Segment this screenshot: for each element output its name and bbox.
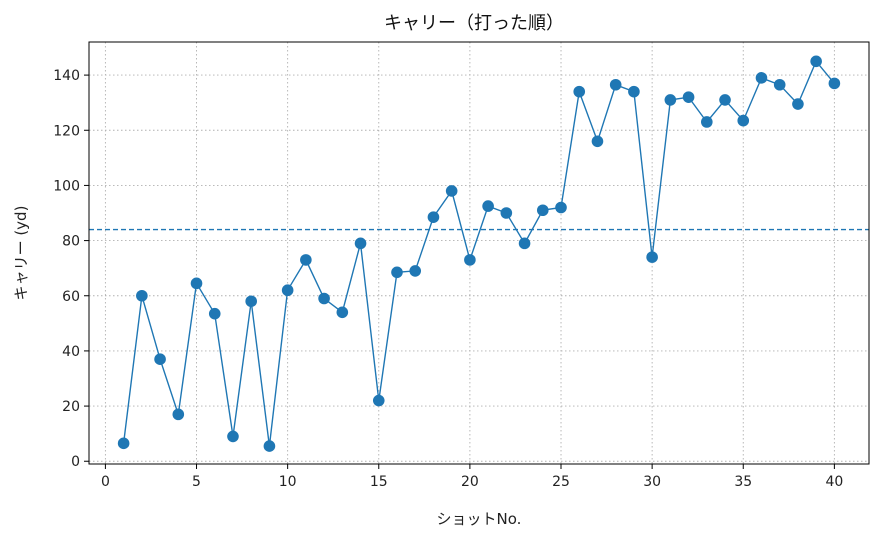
data-point (646, 251, 658, 263)
data-point (518, 237, 531, 250)
x-tick-label: 20 (461, 474, 479, 490)
x-tick-label: 10 (279, 474, 297, 490)
data-point (664, 94, 677, 106)
data-point (281, 284, 294, 297)
grid (89, 42, 869, 464)
x-axis: 0 5 10 15 20 25 30 35 40 (101, 464, 843, 490)
x-tick-label: 15 (370, 474, 388, 490)
data-point (464, 254, 476, 266)
x-axis-title: ショットNo. (437, 510, 522, 528)
data-point (482, 200, 494, 212)
data-point (208, 307, 221, 320)
data-point (336, 306, 349, 319)
data-point (227, 430, 239, 443)
data-point (409, 265, 422, 277)
y-tick-label: 60 (62, 289, 80, 305)
x-tick-label: 0 (101, 474, 110, 490)
data-point (300, 254, 312, 266)
y-axis-title: キャリー (yd) (12, 206, 30, 301)
series-carry (117, 55, 841, 452)
data-point (682, 91, 695, 103)
y-tick-label: 140 (53, 68, 80, 84)
data-point (609, 78, 622, 91)
data-point (427, 211, 440, 223)
x-tick-label: 5 (192, 474, 201, 490)
data-point (391, 266, 403, 279)
y-axis: 0 20 40 60 80 100 120 140 (53, 68, 89, 470)
x-tick-label: 25 (552, 474, 570, 490)
series-line (122, 59, 835, 447)
data-point (591, 135, 604, 148)
plot-frame (88, 41, 870, 465)
y-tick-label: 0 (71, 454, 80, 470)
data-point (536, 204, 549, 217)
x-tick-label: 40 (825, 474, 843, 490)
data-point (318, 292, 330, 305)
data-point (755, 72, 768, 84)
x-tick-label: 35 (734, 474, 752, 490)
data-point (555, 201, 567, 214)
data-point (773, 78, 786, 91)
data-point (828, 77, 841, 90)
y-tick-label: 120 (53, 123, 80, 139)
data-point (573, 85, 586, 98)
data-point (154, 353, 166, 365)
y-tick-label: 20 (62, 399, 80, 415)
data-point (354, 237, 367, 250)
data-point (372, 394, 385, 407)
data-point (792, 98, 804, 110)
data-point (117, 437, 130, 450)
chart-title: キャリー（打った順） (384, 13, 564, 34)
data-point (810, 55, 822, 68)
data-point (445, 185, 458, 197)
x-tick-label: 30 (643, 474, 661, 490)
data-point (719, 94, 731, 106)
data-point (136, 289, 148, 302)
data-point (737, 114, 750, 127)
y-tick-label: 100 (53, 178, 80, 194)
y-tick-label: 80 (62, 234, 80, 250)
y-tick-label: 40 (62, 344, 80, 360)
data-point (701, 116, 713, 128)
data-point (263, 440, 276, 452)
data-point (245, 295, 257, 308)
data-point (190, 277, 203, 290)
data-point (500, 207, 513, 219)
data-point (172, 408, 185, 421)
data-point (628, 85, 640, 98)
